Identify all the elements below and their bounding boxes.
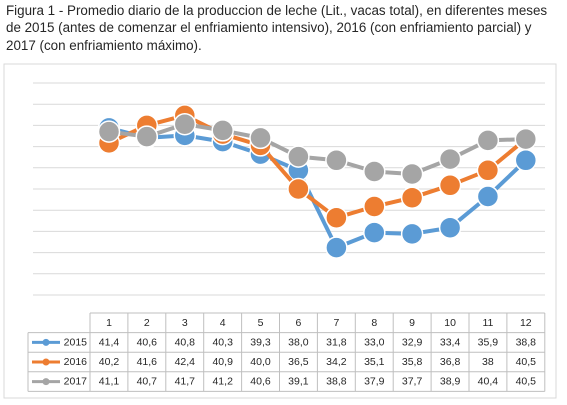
data-point-2017-11 <box>476 129 500 152</box>
data-label-2017-8: 37,9 <box>364 376 385 388</box>
data-label-2016-1: 40,2 <box>99 356 120 368</box>
data-point-2015-11 <box>476 185 500 208</box>
data-label-2015-10: 33,4 <box>440 336 461 348</box>
data-point-2016-7 <box>325 206 348 229</box>
data-label-2015-2: 40,6 <box>137 336 158 348</box>
data-label-2016-8: 35,1 <box>364 356 385 368</box>
data-point-2017-2 <box>135 125 159 148</box>
data-point-2017-10 <box>438 147 462 171</box>
series-lines <box>97 104 538 259</box>
data-label-2017-6: 39,1 <box>288 376 309 388</box>
data-label-2017-7: 38,8 <box>326 376 347 388</box>
data-label-2015-11: 35,9 <box>478 336 499 348</box>
data-label-2017-12: 40,5 <box>516 376 537 388</box>
data-label-2015-12: 38,8 <box>516 336 537 348</box>
data-label-2016-11: 38 <box>482 356 494 368</box>
data-point-2017-5 <box>249 126 272 150</box>
data-label-2017-5: 40,6 <box>250 376 271 388</box>
data-label-2017-1: 41,1 <box>99 376 120 388</box>
data-label-2017-11: 40,4 <box>478 376 499 388</box>
data-label-2017-10: 38,9 <box>440 376 461 388</box>
data-label-2016-4: 40,9 <box>212 356 233 368</box>
data-label-2015-4: 40,3 <box>212 336 233 348</box>
legend-key-marker-2016 <box>42 358 50 366</box>
legend-label-2016: 2016 <box>64 356 88 368</box>
data-point-2015-9 <box>400 222 424 246</box>
legend-label-2017: 2017 <box>64 376 88 388</box>
data-label-2016-9: 35,8 <box>402 356 423 368</box>
data-point-2015-12 <box>514 149 538 172</box>
data-label-2016-2: 41,6 <box>137 356 158 368</box>
data-point-2017-1 <box>97 120 121 143</box>
data-label-2015-3: 40,8 <box>175 336 196 348</box>
data-point-2016-11 <box>476 159 500 182</box>
data-label-2017-3: 41,7 <box>175 376 196 388</box>
data-label-2016-5: 40,0 <box>250 356 271 368</box>
legend-key-marker-2017 <box>42 378 50 386</box>
data-label-2017-4: 41,2 <box>212 376 233 388</box>
data-point-2015-8 <box>363 221 386 244</box>
data-label-2016-3: 42,4 <box>175 356 196 368</box>
x-tick-label: 5 <box>258 317 264 329</box>
data-point-2015-10 <box>438 216 462 239</box>
data-label-2015-9: 32,9 <box>402 336 423 348</box>
legend-label-2015: 2015 <box>64 336 88 348</box>
data-point-2017-4 <box>211 119 234 142</box>
data-point-2016-8 <box>363 195 386 218</box>
data-point-2016-9 <box>400 186 424 209</box>
x-tick-label: 3 <box>182 317 188 329</box>
x-tick-label: 8 <box>371 317 377 329</box>
data-point-2017-7 <box>325 149 348 172</box>
data-label-2016-10: 36,8 <box>440 356 461 368</box>
data-label-2015-8: 33,0 <box>364 336 385 348</box>
figure-caption: Figura 1 - Promedio diario de la producc… <box>6 3 548 53</box>
data-label-2015-1: 41,4 <box>99 336 120 348</box>
data-label-2015-5: 39,3 <box>250 336 271 348</box>
data-point-2017-9 <box>400 162 424 186</box>
data-label-2015-6: 38,0 <box>288 336 309 348</box>
data-point-2016-10 <box>438 174 462 197</box>
data-label-2017-9: 37,7 <box>402 376 423 388</box>
data-label-2016-12: 40,5 <box>516 356 537 368</box>
data-label-2017-2: 40,7 <box>137 376 158 388</box>
data-point-2015-7 <box>325 236 348 259</box>
data-point-2016-6 <box>287 177 310 201</box>
x-tick-label: 2 <box>144 317 150 329</box>
data-point-2017-8 <box>363 160 386 183</box>
x-tick-label: 4 <box>220 317 226 329</box>
legend-key-marker-2015 <box>42 338 50 346</box>
x-tick-label: 9 <box>409 317 415 329</box>
data-point-2017-3 <box>173 112 197 136</box>
x-tick-label: 10 <box>444 317 456 329</box>
data-point-2017-12 <box>514 127 538 151</box>
x-tick-label: 1 <box>106 317 112 329</box>
data-label-2016-6: 36,5 <box>288 356 309 368</box>
data-label-2016-7: 34,2 <box>326 356 347 368</box>
data-label-2015-7: 31,8 <box>326 336 347 348</box>
x-tick-label: 7 <box>333 317 339 329</box>
data-point-2017-6 <box>287 145 310 168</box>
x-tick-label: 12 <box>520 317 532 329</box>
x-tick-label: 6 <box>295 317 301 329</box>
x-tick-label: 11 <box>482 317 493 329</box>
